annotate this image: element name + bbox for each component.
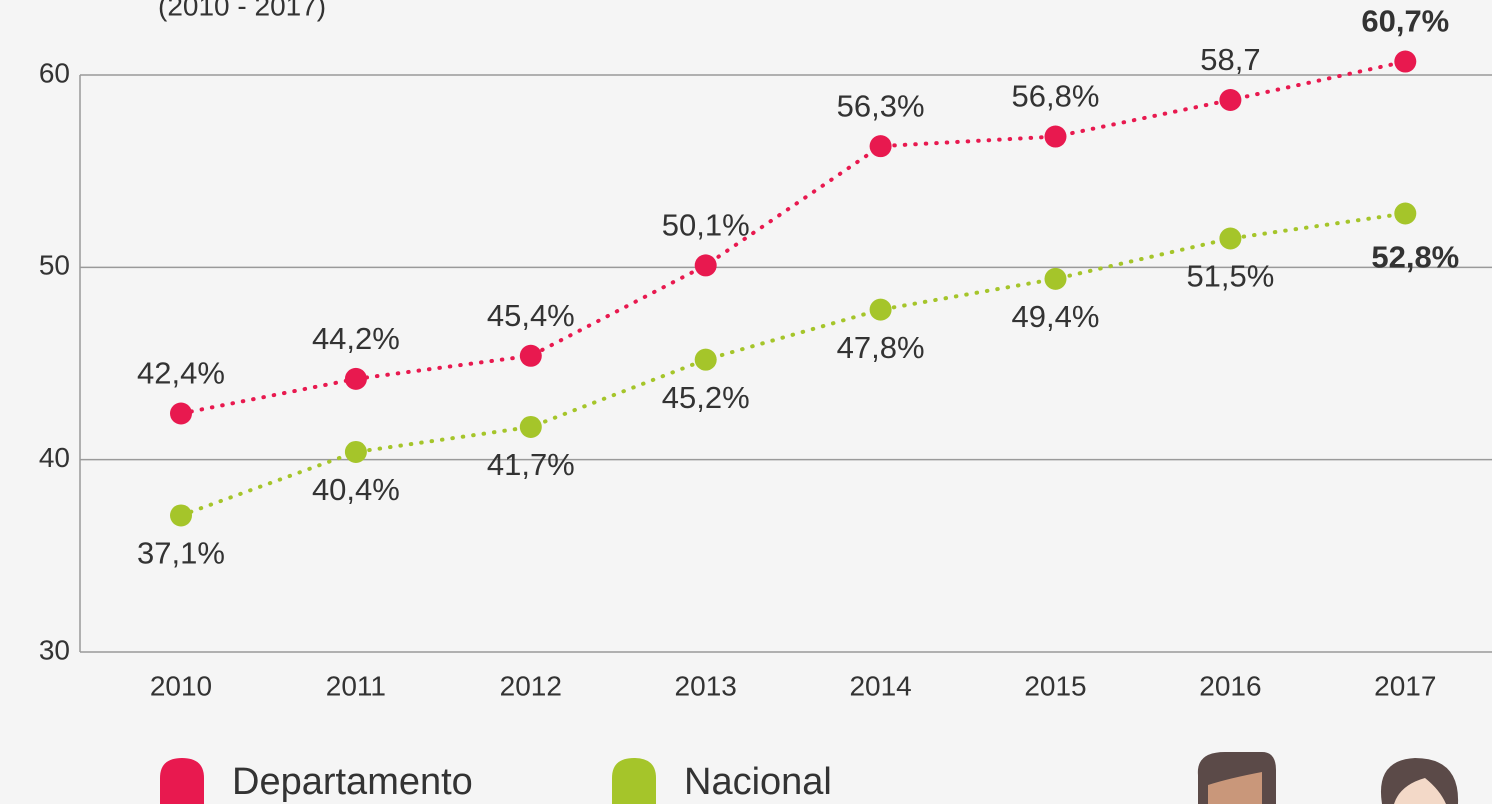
y-tick-label: 30: [39, 634, 70, 665]
data-point: [695, 254, 717, 276]
value-label: 45,4%: [487, 298, 575, 333]
y-tick-label: 40: [39, 442, 70, 473]
legend-label: Departamento: [232, 761, 473, 803]
data-point: [345, 441, 367, 463]
data-point: [170, 504, 192, 526]
data-point: [520, 345, 542, 367]
x-tick-label: 2013: [675, 670, 737, 701]
legend-label: Nacional: [684, 761, 832, 803]
data-point: [1219, 89, 1241, 111]
value-label: 50,1%: [662, 208, 750, 243]
value-label: 52,8%: [1371, 240, 1459, 275]
data-point: [170, 403, 192, 425]
illustration: [1198, 752, 1458, 804]
y-tick-label: 60: [39, 57, 70, 88]
value-label: 56,8%: [1012, 79, 1100, 114]
data-point: [1045, 268, 1067, 290]
value-label: 56,3%: [837, 88, 925, 123]
page: {"chart_data": {"type": "line", "subtitl…: [0, 0, 1492, 804]
data-point: [695, 349, 717, 371]
value-label: 42,4%: [137, 356, 225, 391]
data-point: [345, 368, 367, 390]
value-label: 44,2%: [312, 321, 400, 356]
legend-marker: [612, 758, 656, 804]
data-point: [1045, 126, 1067, 148]
data-point: [1394, 202, 1416, 224]
x-tick-label: 2015: [1024, 670, 1086, 701]
value-label: 37,1%: [137, 536, 225, 571]
value-label: 60,7%: [1361, 4, 1449, 39]
x-tick-label: 2014: [849, 670, 911, 701]
value-label: 51,5%: [1186, 259, 1274, 294]
data-point: [870, 135, 892, 157]
legend-marker: [160, 758, 204, 804]
value-label: 58,7: [1200, 42, 1260, 77]
data-point: [520, 416, 542, 438]
chart-subtitle: (2010 - 2017): [158, 0, 326, 21]
value-label: 40,4%: [312, 472, 400, 507]
chart: (2010 - 2017) 30 40 50 60 2010 2011 2012 2013 20…: [0, 0, 1492, 804]
x-tick-label: 2010: [150, 670, 212, 701]
x-tick-label: 2012: [500, 670, 562, 701]
x-tick-label: 2011: [326, 670, 386, 701]
data-point: [1394, 51, 1416, 73]
x-tick-label: 2017: [1374, 670, 1436, 701]
data-point: [870, 299, 892, 321]
value-label: 49,4%: [1012, 299, 1100, 334]
value-label: 41,7%: [487, 447, 575, 482]
value-label: 45,2%: [662, 380, 750, 415]
x-tick-label: 2016: [1199, 670, 1261, 701]
data-point: [1219, 227, 1241, 249]
value-label: 47,8%: [837, 330, 925, 365]
y-tick-label: 50: [39, 250, 70, 281]
